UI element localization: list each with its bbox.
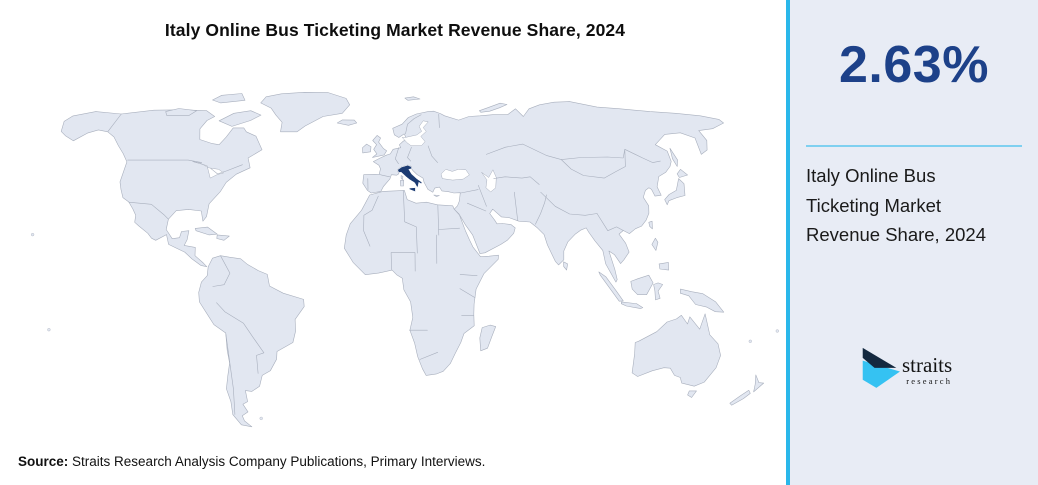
country-shape [651, 237, 659, 251]
country-shape [479, 324, 496, 352]
country-shape [621, 301, 644, 309]
country-shape [479, 102, 508, 113]
country-shape [563, 261, 568, 271]
sea-shape [440, 169, 470, 181]
island-dot [30, 233, 35, 237]
world-map [30, 92, 779, 428]
country-shape [400, 179, 404, 187]
country-shape [260, 92, 350, 133]
sea-shape [481, 169, 497, 193]
country-shape [362, 143, 372, 154]
country-border [363, 195, 379, 247]
sea-shape [402, 120, 429, 146]
country-border [460, 189, 479, 194]
country-shape [336, 119, 357, 126]
panel-divider [806, 145, 1022, 147]
country-shape [400, 175, 404, 180]
country-italy-highlight [409, 187, 416, 192]
stat-label: Italy Online Bus Ticketing Market Revenu… [806, 165, 986, 245]
map-section: Italy Online Bus Ticketing Market Revenu… [18, 20, 779, 469]
island-dot [47, 328, 51, 332]
straits-research-logo: straits research [860, 344, 952, 390]
country-shape [60, 109, 263, 267]
logo-subtitle: research [906, 376, 953, 386]
island-dot [775, 329, 779, 333]
country-border [419, 352, 438, 360]
country-border [596, 213, 624, 231]
stat-panel: 2.63% Italy Online Bus Ticketing Market … [786, 0, 1038, 485]
country-border [128, 201, 169, 220]
country-shape [404, 96, 421, 101]
country-shape [218, 110, 262, 127]
country-border [478, 185, 487, 207]
country-border [493, 176, 540, 185]
country-border [107, 113, 122, 132]
map-title: Italy Online Bus Ticketing Market Revenu… [164, 20, 626, 40]
country-shape [216, 234, 230, 241]
country-italy-highlight [397, 164, 423, 189]
country-border [127, 159, 202, 163]
country-shape [372, 135, 387, 158]
country-shape [648, 220, 653, 230]
country-shape [680, 288, 725, 313]
country-shape [631, 313, 721, 387]
country-border [514, 191, 518, 221]
country-border [216, 302, 265, 374]
country-border [561, 149, 626, 179]
source-note: Source: Straits Research Analysis Compan… [18, 454, 485, 469]
country-border [378, 174, 390, 178]
country-shape [653, 282, 663, 301]
country-border [403, 190, 418, 254]
country-border [540, 191, 598, 216]
country-border [395, 147, 399, 164]
island-dot [259, 416, 263, 420]
country-border [210, 164, 243, 175]
country-border [467, 202, 487, 212]
country-border [212, 255, 231, 287]
straits-logo-mark-icon [862, 347, 900, 388]
country-border [390, 252, 416, 272]
source-label: Source: [18, 454, 69, 469]
logo-text: straits research [902, 344, 952, 386]
logo-wordmark: straits [902, 353, 953, 377]
country-shape [669, 147, 678, 167]
country-shape [753, 374, 764, 393]
country-border [438, 114, 440, 128]
logo-chevron-navy [862, 347, 897, 368]
country-border [459, 274, 478, 276]
country-shape [676, 169, 688, 178]
country-border [427, 145, 438, 163]
country-border [437, 204, 440, 236]
country-shape [658, 262, 669, 271]
country-shape [194, 226, 218, 236]
country-shape [212, 93, 246, 104]
logo-chevron-cyan [862, 360, 900, 388]
country-shape [165, 108, 197, 116]
island-dot [748, 339, 752, 343]
country-shape [344, 190, 499, 376]
country-shape [664, 178, 686, 206]
country-border [405, 114, 422, 135]
country-border [438, 227, 460, 230]
stat-value: 2.63% [839, 36, 989, 94]
sea-shape [192, 161, 224, 179]
country-shape [598, 271, 624, 302]
country-border [535, 194, 547, 225]
source-text: Straits Research Analysis Company Public… [72, 454, 486, 469]
country-shape [433, 194, 440, 197]
country-shape [729, 390, 751, 406]
country-border [407, 146, 412, 162]
country-shape [630, 274, 654, 295]
country-border [225, 332, 236, 415]
country-border [486, 143, 661, 163]
country-shape [687, 390, 697, 398]
country-shape [198, 255, 305, 428]
country-border [459, 288, 476, 298]
